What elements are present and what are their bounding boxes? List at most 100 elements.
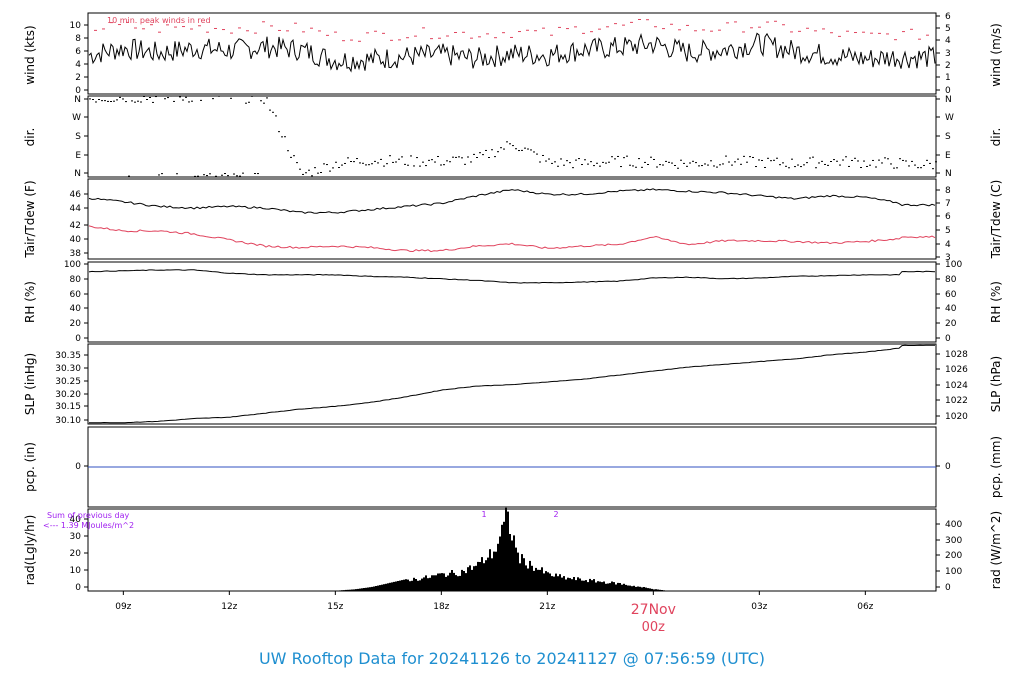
left-tick-label-pcp: 0 <box>75 462 81 472</box>
left-tick-label-rad: 20 <box>70 549 82 559</box>
radiation-bar <box>529 560 531 591</box>
radiation-bar <box>409 581 411 591</box>
radiation-bar <box>343 590 345 591</box>
radiation-bar <box>383 584 385 591</box>
radiation-bar <box>445 576 447 591</box>
radiation-bar <box>605 583 607 591</box>
radiation-bar <box>581 580 583 591</box>
radiation-bar <box>457 576 459 591</box>
left-tick-label-rad: 30 <box>70 532 82 542</box>
left-tick-label-temp: 40 <box>70 235 82 245</box>
radiation-bar <box>607 583 609 591</box>
left-tick-label-temp: 38 <box>70 249 82 259</box>
radiation-bar <box>595 582 597 591</box>
right-tick-label-rad: 100 <box>945 567 962 577</box>
radiation-bar <box>397 581 399 591</box>
radiation-bar <box>435 575 437 591</box>
radiation-bar <box>661 590 663 591</box>
right-axis-label-pcp: pcp. (mm) <box>989 436 1003 498</box>
radiation-bar <box>501 524 503 591</box>
left-tick-label-wind: 6 <box>75 47 81 57</box>
peak-wind-annotation: 10 min. peak winds in red <box>107 16 211 25</box>
radiation-bar <box>375 586 377 591</box>
time-tick-label: 09z <box>115 602 131 612</box>
radiation-bar <box>587 582 589 591</box>
temp-line-0 <box>88 188 936 214</box>
right-tick-label-dir: S <box>945 132 951 142</box>
radiation-bar <box>363 588 365 591</box>
right-tick-label-temp: 8 <box>945 186 951 196</box>
left-tick-label-rh: 80 <box>70 275 82 285</box>
radiation-bar <box>533 570 535 591</box>
right-tick-label-dir: E <box>945 151 951 161</box>
radiation-bar <box>571 579 573 591</box>
radiation-bar <box>589 578 591 591</box>
right-tick-label-temp: 7 <box>945 199 951 209</box>
radiation-bar <box>497 543 499 591</box>
radiation-bar <box>365 587 367 591</box>
radiation-bar <box>353 589 355 591</box>
radiation-bar <box>519 563 521 591</box>
left-tick-label-dir: N <box>74 169 81 179</box>
left-tick-label-slp: 30.20 <box>55 390 81 400</box>
right-axis-label-dir: dir. <box>989 128 1003 147</box>
time-tick-label: 21z <box>539 602 555 612</box>
right-tick-label-slp: 1026 <box>945 365 968 375</box>
radiation-bar <box>513 535 515 591</box>
radiation-bar <box>573 577 575 591</box>
right-tick-label-rad: 300 <box>945 536 962 546</box>
radiation-bar <box>619 583 621 591</box>
right-tick-label-rh: 60 <box>945 290 957 300</box>
radiation-bar <box>537 569 539 591</box>
right-tick-label-slp: 1024 <box>945 381 968 391</box>
left-tick-label-slp: 30.15 <box>55 402 81 412</box>
radiation-bar <box>539 569 541 591</box>
radiation-bar <box>379 585 381 591</box>
time-tick-label: 06z <box>857 602 873 612</box>
left-tick-label-dir: N <box>74 95 81 105</box>
panel-frame-slp <box>87 343 937 425</box>
radiation-bar <box>531 565 533 591</box>
right-tick-label-rad: 0 <box>945 583 951 593</box>
right-axis-label-slp: SLP (hPa) <box>989 356 1003 412</box>
right-tick-label-wind: 5 <box>945 24 951 34</box>
left-tick-label-slp: 30.10 <box>55 416 81 426</box>
radiation-bar <box>455 575 457 591</box>
right-tick-label-dir: N <box>945 95 952 105</box>
left-tick-label-dir: E <box>75 151 81 161</box>
radiation-bar <box>541 567 543 591</box>
radiation-bar <box>557 576 559 591</box>
left-axis-label-rad: rad(Lgly/hr) <box>23 515 37 586</box>
radiation-bar <box>439 573 441 591</box>
radiation-bar <box>341 590 343 591</box>
date-label: 27Nov <box>631 602 676 618</box>
right-tick-label-temp: 3 <box>945 253 951 263</box>
radiation-bar <box>549 573 551 591</box>
radiation-bar <box>437 573 439 591</box>
radiation-bar <box>635 586 637 591</box>
radiation-bar <box>421 578 423 591</box>
radiation-bar <box>403 579 405 591</box>
radiation-bar <box>481 557 483 591</box>
radiation-bar <box>515 547 517 591</box>
panel-frame-rh <box>87 261 937 343</box>
radiation-bar <box>655 589 657 591</box>
radiation-bar <box>523 558 525 591</box>
radiation-bar <box>451 570 453 591</box>
right-tick-label-wind: 3 <box>945 49 951 59</box>
radiation-bar <box>509 534 511 591</box>
radiation-bar <box>651 588 653 591</box>
radiation-bar <box>479 562 481 591</box>
time-tick-label: 15z <box>327 602 343 612</box>
right-tick-label-temp: 5 <box>945 226 951 236</box>
footer-title: UW Rooftop Data for 20241126 to 20241127… <box>258 649 766 668</box>
radiation-bar <box>433 575 435 591</box>
radiation-bar <box>631 586 633 591</box>
time-tick-label: 12z <box>221 602 237 612</box>
time-tick-label: 00z <box>642 620 666 635</box>
radiation-bar <box>345 589 347 591</box>
radiation-bar <box>613 582 615 591</box>
radiation-bar <box>373 586 375 591</box>
right-tick-label-rh: 80 <box>945 275 957 285</box>
left-tick-label-temp: 42 <box>70 221 81 231</box>
